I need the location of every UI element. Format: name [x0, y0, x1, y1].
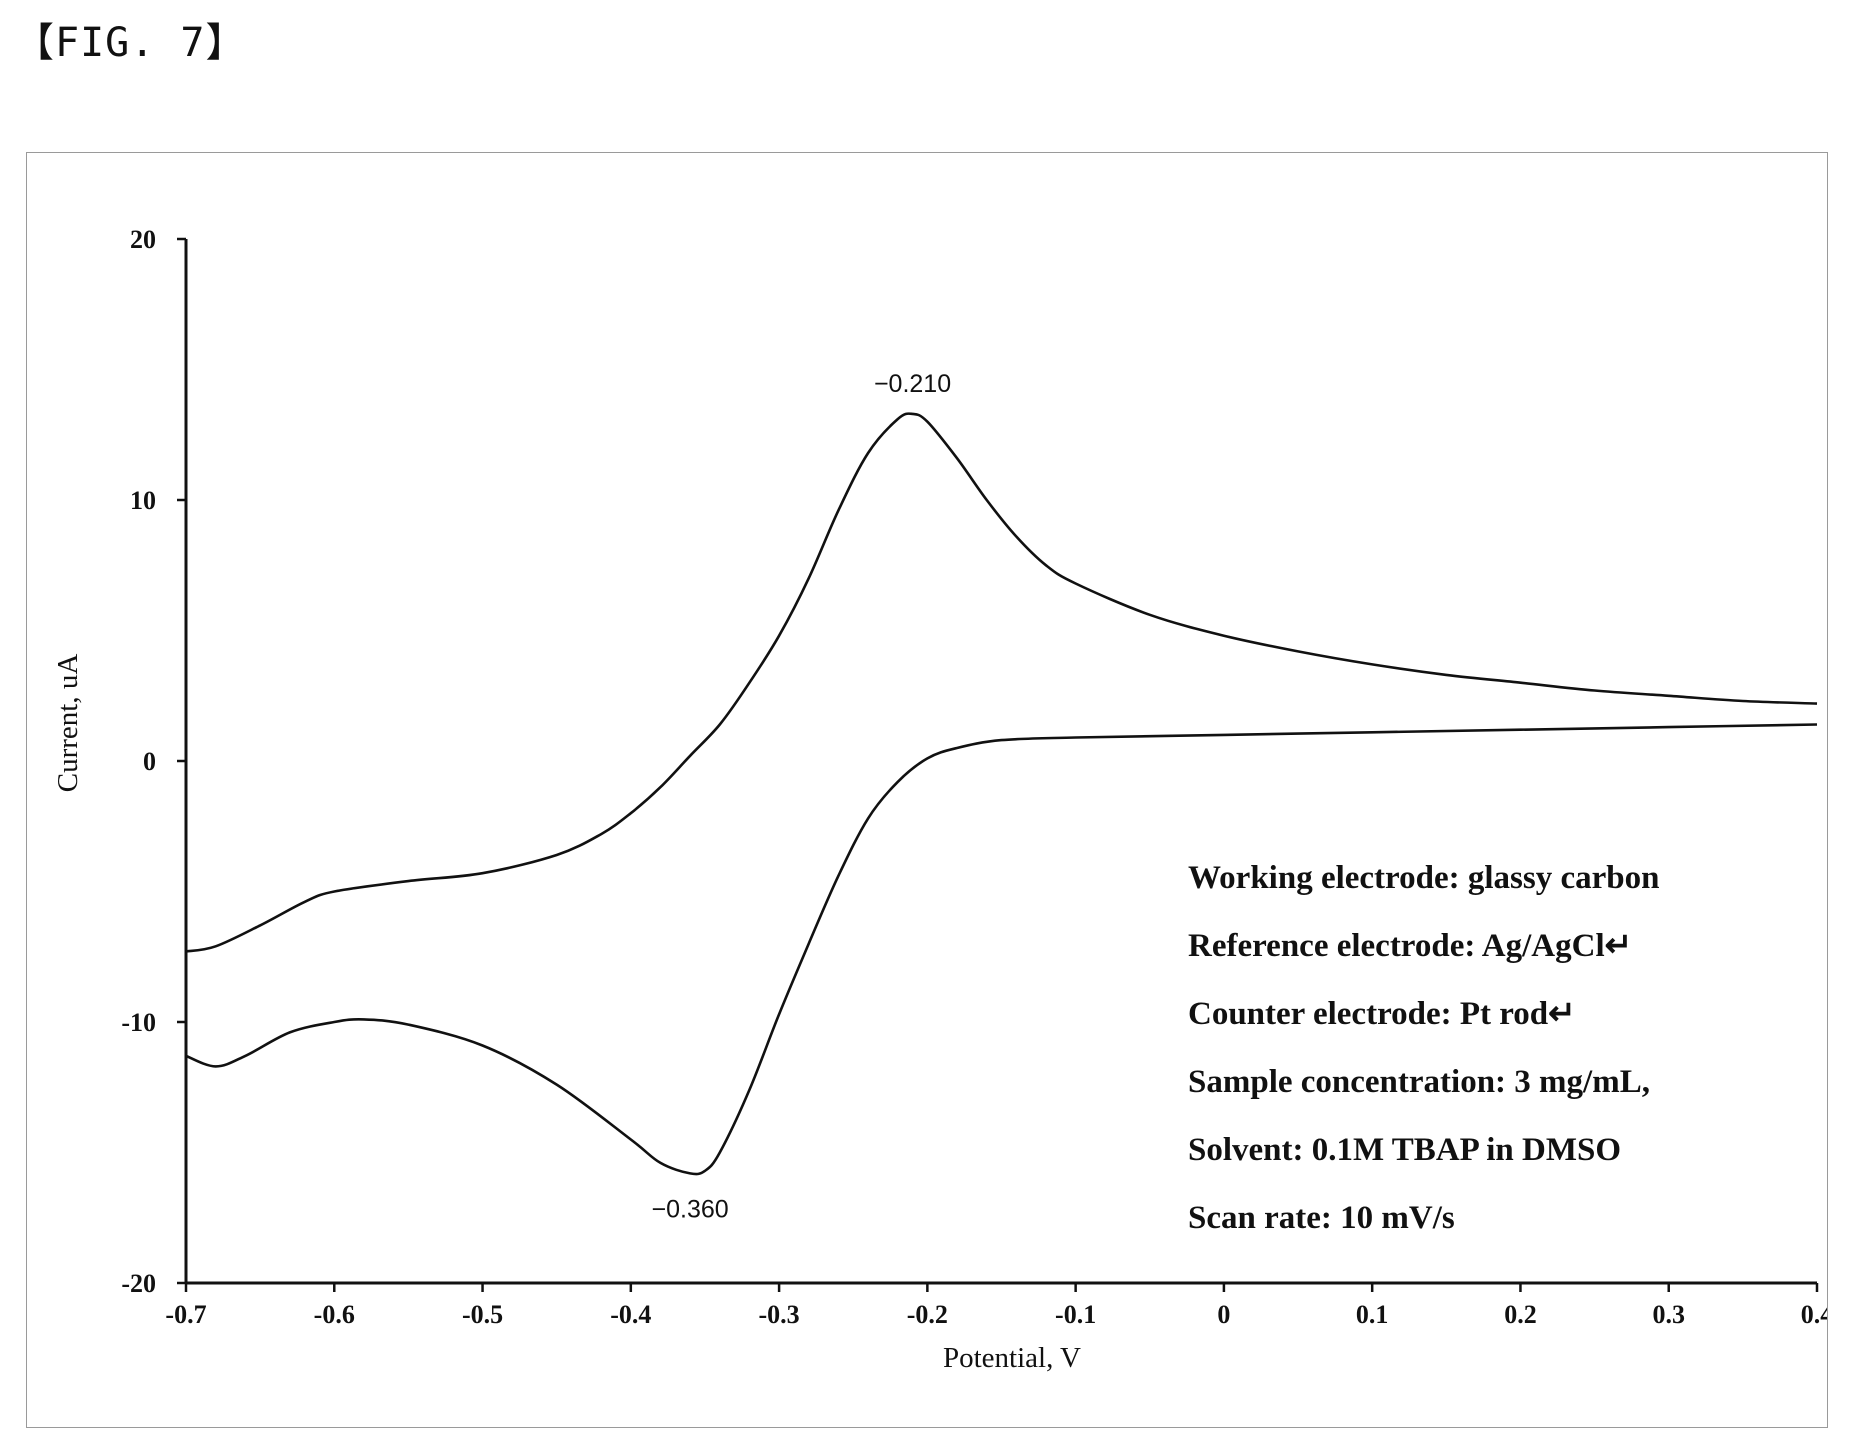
anodic-sweep-line: [185, 412, 1818, 953]
info-line: Sample concentration: 3 mg/mL,: [1188, 1064, 1650, 1100]
info-line: Solvent: 0.1M TBAP in DMSO: [1188, 1132, 1621, 1168]
x-tick-label: -0.7: [165, 1300, 206, 1329]
x-tick-label: -0.3: [759, 1300, 800, 1329]
y-tick-label: -10: [121, 1008, 156, 1037]
x-tick-label: -0.6: [314, 1300, 355, 1329]
peak-label: −0.210: [874, 370, 951, 398]
x-axis-title: Potential, V: [943, 1342, 1081, 1374]
x-tick-label: -0.4: [610, 1300, 651, 1329]
y-tick-label: 0: [143, 747, 156, 776]
info-box: Working electrode: glassy carbon Referenc…: [1188, 860, 1659, 1236]
info-line: Scan rate: 10 mV/s: [1188, 1200, 1455, 1236]
x-tick-label: 0.1: [1356, 1300, 1389, 1329]
info-line: Counter electrode: Pt rod↵: [1188, 996, 1576, 1032]
y-tick-label: 10: [130, 486, 156, 515]
cyclic-voltammogram-chart: -0.7 -0.6 -0.5 -0.4 -0.3 -0.2 -0.1 0 0.1 0.2 0.3 0.…: [52, 225, 1827, 1374]
x-tick-label: 0.3: [1652, 1300, 1685, 1329]
x-tick-label: -0.1: [1055, 1300, 1096, 1329]
x-tick-label: 0.2: [1504, 1300, 1537, 1329]
figure-label: 【FIG. 7】: [14, 20, 247, 66]
cathodic-sweep-line: [185, 723, 1818, 1176]
chart-frame: -0.7 -0.6 -0.5 -0.4 -0.3 -0.2 -0.1 0 0.1 0.2 0.3 0.…: [26, 152, 1828, 1428]
info-line: Reference electrode: Ag/AgCl↵: [1188, 928, 1632, 964]
series-layer: [185, 412, 1818, 1176]
x-tick-label: 0: [1217, 1300, 1230, 1329]
annotation-layer: −0.210 −0.360: [652, 370, 952, 1224]
axes: -0.7 -0.6 -0.5 -0.4 -0.3 -0.2 -0.1 0 0.1 0.2 0.3 0.…: [121, 225, 1827, 1329]
x-tick-label: -0.5: [462, 1300, 503, 1329]
info-line: Working electrode: glassy carbon: [1188, 860, 1659, 896]
peak-label: −0.360: [652, 1195, 729, 1223]
y-tick-label: -20: [121, 1269, 156, 1298]
x-tick-label: 0.4: [1801, 1300, 1827, 1329]
x-tick-label: -0.2: [907, 1300, 948, 1329]
y-axis-title: Current, uA: [52, 654, 84, 793]
y-tick-label: 20: [130, 225, 156, 254]
